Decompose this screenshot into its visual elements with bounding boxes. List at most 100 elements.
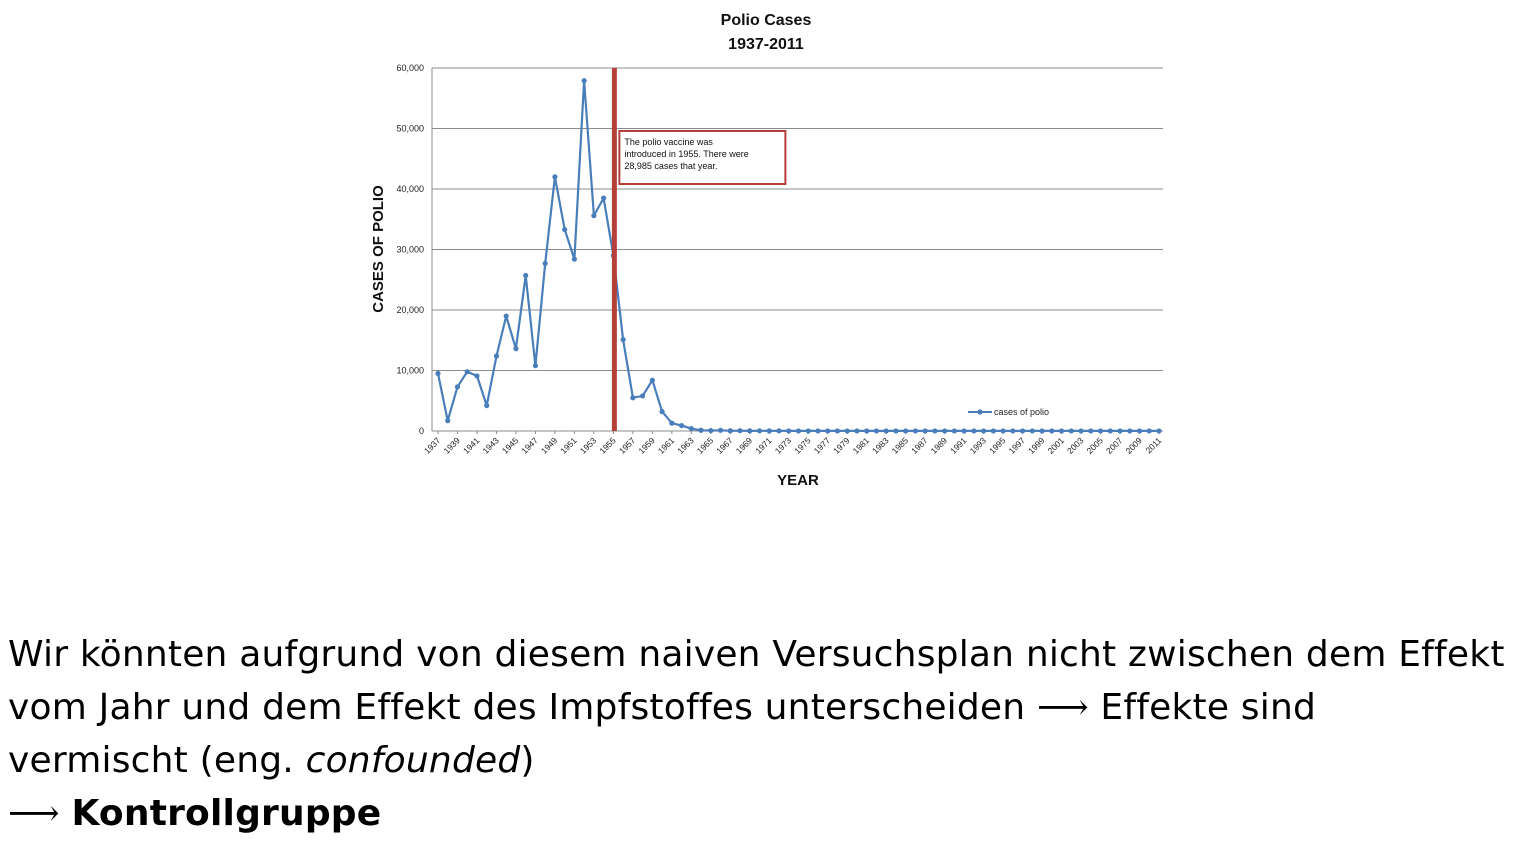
x-tick-label: 1953	[578, 435, 599, 456]
data-point	[678, 422, 685, 429]
data-point	[542, 260, 548, 267]
data-point	[815, 428, 821, 434]
data-point	[834, 428, 841, 434]
data-point	[795, 428, 802, 434]
series-cases-of-polio	[435, 78, 1162, 434]
y-tick-label: 0	[419, 426, 424, 436]
data-point	[776, 428, 782, 434]
data-point	[1019, 428, 1026, 434]
data-point	[864, 428, 870, 434]
x-tick-label: 1989	[929, 435, 950, 456]
data-point	[523, 272, 529, 279]
x-axis-ticks: 1937 1939 1941 1943 1945 1947 1949 1951 1953 1955…	[422, 431, 1164, 456]
data-point	[854, 428, 860, 434]
data-point	[591, 213, 597, 219]
data-point	[503, 313, 509, 319]
x-tick-label: 2007	[1104, 435, 1125, 456]
y-tick-label: 10,000	[396, 366, 424, 376]
data-point	[903, 428, 909, 434]
x-tick-label: 1979	[831, 435, 852, 456]
x-tick-label: 1999	[1026, 435, 1047, 456]
data-point	[1049, 428, 1055, 434]
data-point	[844, 428, 850, 434]
data-point	[1146, 428, 1152, 434]
x-tick-label: 1997	[1007, 435, 1028, 456]
data-point	[454, 384, 461, 390]
x-tick-label: 1949	[539, 435, 560, 456]
data-point	[601, 195, 607, 201]
data-point	[620, 337, 626, 343]
x-tick-label: 1995	[987, 435, 1008, 456]
data-point	[474, 373, 480, 379]
chart-title: Polio Cases	[721, 12, 812, 29]
data-point	[1029, 428, 1035, 434]
x-tick-label: 2011	[1143, 435, 1163, 455]
data-point	[737, 428, 743, 434]
x-tick-label: 1963	[675, 435, 696, 456]
data-point	[717, 427, 724, 433]
annotation-line-1: The polio vaccine was	[624, 137, 713, 147]
data-point	[669, 420, 675, 426]
y-tick-label: 50,000	[396, 124, 424, 134]
data-point	[1117, 428, 1123, 434]
data-point	[873, 428, 880, 434]
x-tick-label: 1973	[773, 435, 794, 456]
confounded-term: confounded	[305, 740, 521, 781]
x-tick-label: 2001	[1046, 435, 1067, 456]
x-tick-label: 1985	[890, 435, 911, 456]
x-tick-label: 1939	[441, 435, 462, 456]
x-tick-label: 1977	[812, 435, 833, 456]
data-point	[951, 428, 957, 434]
x-tick-label: 2003	[1065, 435, 1086, 456]
data-point	[1039, 428, 1045, 434]
data-point	[1127, 428, 1133, 434]
text-line-3-start: vermischt (eng.	[8, 740, 306, 781]
data-point	[445, 418, 451, 424]
text-line-3: vermischt (eng. confounded)	[8, 734, 1528, 787]
data-point	[688, 425, 694, 432]
slide-body-text: Wir könnten aufgrund von diesem naiven V…	[8, 628, 1528, 840]
series-line	[436, 79, 1159, 432]
x-tick-label: 1981	[851, 435, 872, 456]
x-tick-label: 1957	[617, 435, 638, 456]
x-tick-label: 1971	[753, 435, 774, 456]
x-tick-label: 2005	[1085, 435, 1106, 456]
x-axis-title: YEAR	[777, 472, 819, 489]
x-tick-label: 2009	[1123, 435, 1144, 456]
data-point	[727, 428, 733, 434]
arrow-icon: ⟶	[8, 793, 60, 834]
data-point	[698, 427, 704, 433]
data-point	[1107, 428, 1113, 434]
x-tick-label: 1967	[714, 435, 735, 456]
data-point	[1000, 428, 1006, 434]
x-tick-label: 1937	[422, 435, 443, 456]
x-tick-label: 1969	[734, 435, 755, 456]
x-tick-label: 1961	[656, 435, 677, 456]
data-point	[756, 428, 763, 434]
y-tick-label: 30,000	[396, 245, 424, 255]
x-tick-label: 1951	[558, 435, 579, 456]
data-point	[786, 428, 792, 434]
legend-marker	[977, 409, 983, 415]
data-point	[435, 370, 441, 377]
x-tick-label: 1955	[597, 435, 618, 456]
data-point	[513, 346, 519, 352]
data-point	[571, 256, 578, 262]
x-tick-label: 1983	[870, 435, 891, 456]
legend-label: cases of polio	[994, 407, 1049, 417]
text-line-3-end: )	[520, 740, 535, 781]
annotation-line-2: introduced in 1955. There were	[624, 149, 748, 159]
data-point	[912, 428, 919, 434]
arrow-icon: ⟶	[1036, 687, 1089, 728]
data-point	[708, 427, 714, 434]
data-point	[1097, 428, 1104, 434]
data-point	[1088, 428, 1094, 434]
data-point	[961, 428, 967, 434]
chart-subtitle: 1937-2011	[728, 36, 804, 53]
data-point	[1078, 428, 1084, 434]
data-point	[747, 428, 753, 434]
data-point	[532, 363, 539, 369]
x-tick-label: 1947	[519, 435, 540, 456]
data-point	[1058, 428, 1065, 434]
data-point	[659, 409, 665, 415]
